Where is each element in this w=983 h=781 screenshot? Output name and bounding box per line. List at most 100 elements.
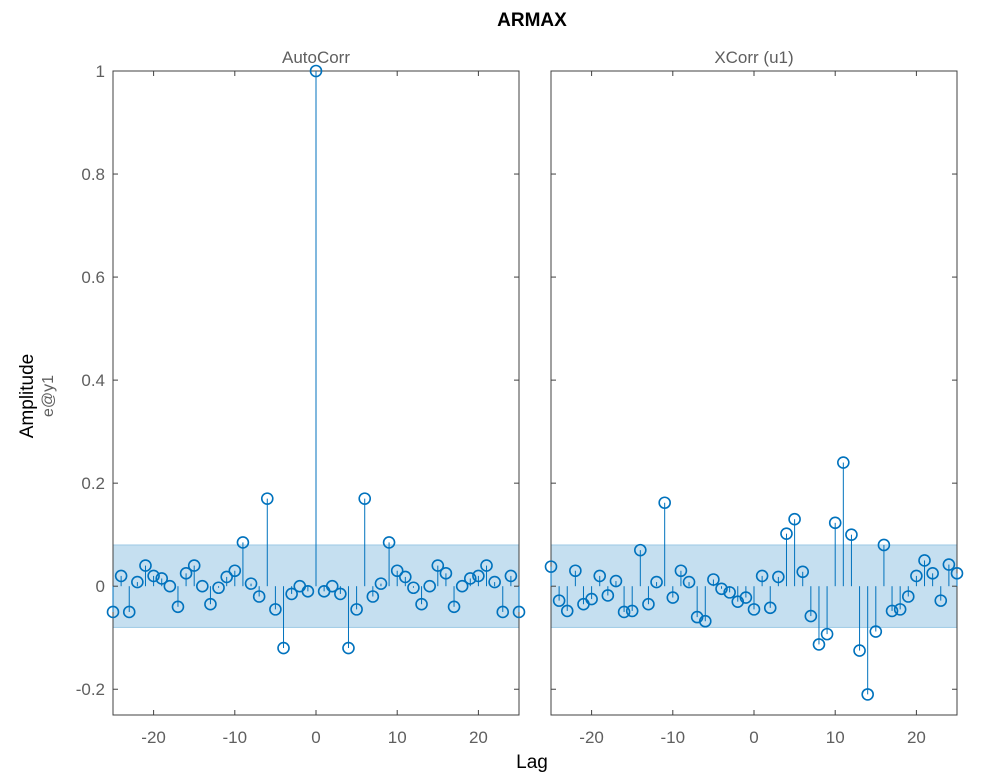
stem-marker (236, 536, 250, 549)
stem-marker (139, 559, 152, 572)
stem-marker (707, 573, 720, 586)
stem-marker (910, 569, 923, 583)
stem-marker (837, 456, 850, 469)
stem-marker (472, 569, 485, 583)
stem-marker (674, 564, 688, 578)
stem-marker (585, 592, 598, 606)
stem-marker (869, 625, 883, 638)
stem-marker (617, 605, 631, 619)
panel-title: XCorr (u1) (714, 48, 793, 67)
x-tick-label: 0 (749, 728, 758, 747)
stem-marker (560, 604, 574, 618)
stem-marker (260, 492, 274, 505)
y-axis-labels: Amplitude e@y1 (17, 354, 57, 439)
autocorr-panel: AutoCorr -20 -10 0 10 20 -0.2 0 0.2 0.4 0.6 0.8 1 (76, 48, 526, 747)
stem-marker (893, 603, 907, 616)
stem-marker (569, 564, 582, 578)
stem-marker (147, 569, 160, 583)
stem-marker (926, 567, 939, 580)
stem-marker (853, 644, 866, 657)
stem-marker (885, 604, 899, 618)
stem-marker (788, 512, 801, 526)
stem-marker (780, 527, 793, 540)
y-tick-label: 0.4 (81, 371, 105, 390)
stem-marker (285, 587, 298, 601)
x-tick-label: 10 (826, 728, 845, 747)
stem-marker (698, 614, 712, 628)
stem-marker (504, 569, 518, 583)
y-tick-label: -0.2 (76, 680, 105, 699)
stem-marker (812, 638, 826, 651)
panel-title: AutoCorr (282, 48, 350, 67)
stem-marker (650, 575, 663, 589)
stem-marker (114, 569, 128, 583)
stem-marker (480, 559, 493, 572)
stem-marker (934, 594, 948, 607)
stem-marker (269, 603, 282, 616)
stem-marker (901, 590, 915, 603)
stem-marker (845, 528, 858, 541)
stem-marker (634, 543, 647, 557)
stem-marker (804, 609, 818, 623)
stem-marker (723, 586, 736, 599)
stem-marker (374, 577, 388, 590)
y-axis-sublabel: e@y1 (40, 375, 57, 417)
x-tick-label: 10 (388, 728, 407, 747)
stem-marker (122, 605, 136, 619)
stem-marker (861, 688, 874, 701)
stem-marker (593, 569, 607, 583)
stem-marker (658, 496, 671, 510)
stem-marker (309, 64, 323, 78)
stem-marker (196, 579, 209, 593)
stem-marker (820, 627, 834, 641)
stem-marker (642, 597, 655, 611)
stem-marker (228, 564, 242, 578)
stem-marker (772, 570, 785, 584)
stem-marker (496, 605, 510, 619)
y-tick-label: 0.8 (81, 165, 105, 184)
stem-marker (244, 577, 258, 590)
stem-marker (763, 601, 777, 615)
stem-marker (212, 581, 225, 595)
x-tick-label: -20 (141, 728, 166, 747)
stem-marker (601, 589, 615, 602)
stem-marker (455, 579, 469, 593)
y-tick-label: 0 (96, 577, 105, 596)
stem-marker (399, 570, 412, 584)
stem-marker (366, 590, 380, 603)
stem-marker (407, 581, 420, 595)
stem-marker (220, 570, 233, 584)
stem-marker (747, 603, 761, 616)
stem-marker (796, 565, 810, 579)
stem-marker (431, 559, 445, 572)
stem-marker (755, 569, 769, 583)
stem-marker (682, 575, 696, 589)
stem-marker (342, 641, 355, 655)
stem-marker (942, 558, 956, 571)
stem-marker (609, 574, 623, 588)
stem-marker (171, 600, 185, 614)
stem-marker (512, 605, 526, 619)
x-tick-label: 20 (907, 728, 926, 747)
x-tick-label: -10 (223, 728, 248, 747)
stem-marker (334, 587, 347, 601)
xcorr-panel: XCorr (u1) -20 -10 0 10 20 (544, 48, 964, 747)
x-tick-label: 20 (469, 728, 488, 747)
stem-marker (106, 605, 120, 619)
y-tick-label: 1 (96, 62, 105, 81)
stem-marker (950, 567, 964, 580)
stem-marker (325, 579, 339, 593)
stem-marker (463, 572, 477, 585)
stem-marker (277, 641, 290, 655)
stem-marker (625, 604, 639, 618)
x-tick-label: -10 (661, 728, 686, 747)
y-tick-label: 0.2 (81, 474, 105, 493)
stem-marker (155, 572, 169, 585)
stem-marker (715, 582, 728, 596)
stem-marker (918, 554, 931, 567)
stem-marker (415, 597, 428, 611)
stem-marker (447, 600, 461, 614)
figure-title: ARMAX (497, 10, 567, 31)
stem-marker (131, 575, 144, 589)
